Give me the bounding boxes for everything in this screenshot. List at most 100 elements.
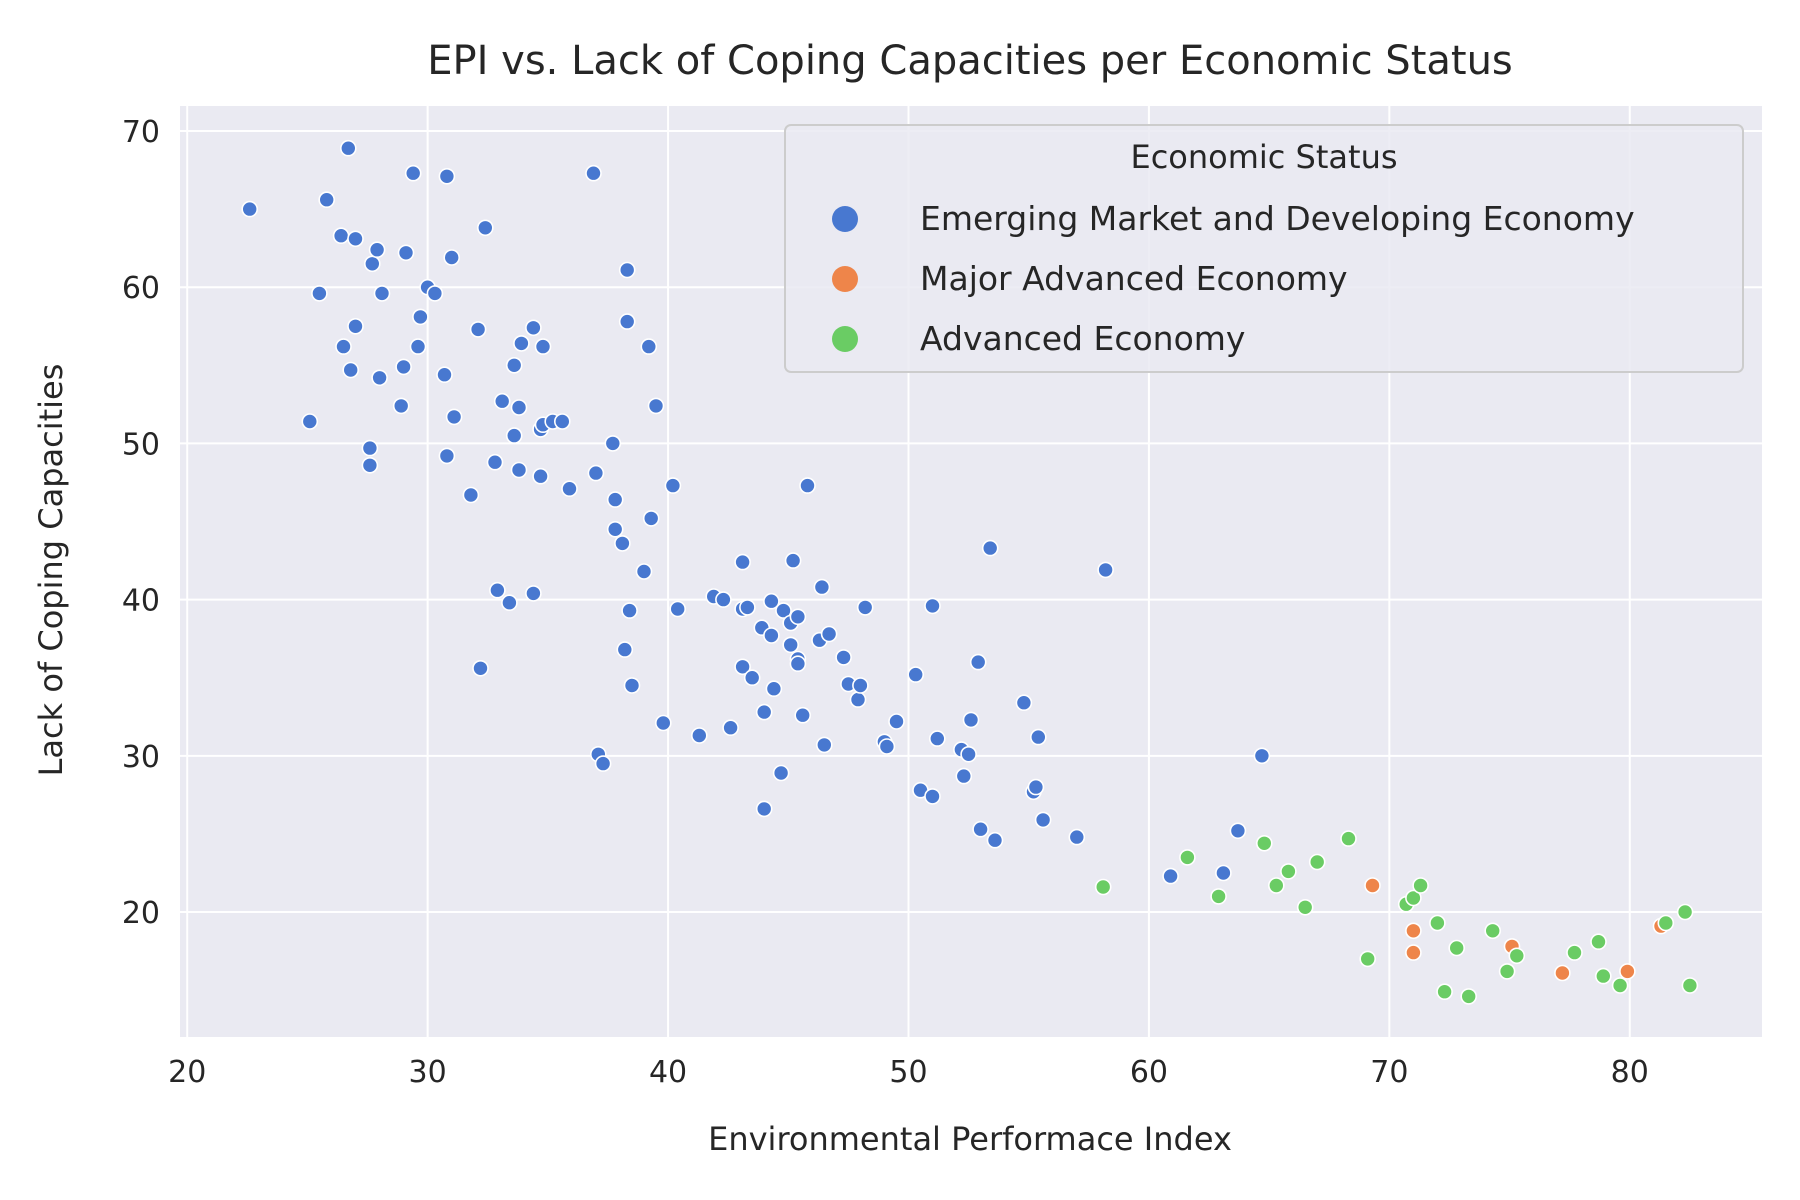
data-point-series-0 xyxy=(361,439,379,457)
data-point-series-0 xyxy=(789,655,807,673)
data-point-series-0 xyxy=(339,139,357,157)
data-point-series-0 xyxy=(604,435,622,452)
data-point-series-0 xyxy=(1030,728,1047,746)
data-point-series-2 xyxy=(1595,967,1612,985)
data-point-series-0 xyxy=(616,641,634,658)
y-tick-label: 40 xyxy=(122,584,160,619)
data-point-series-0 xyxy=(618,261,636,279)
data-point-series-0 xyxy=(404,164,422,182)
data-point-series-0 xyxy=(799,477,816,494)
data-point-series-0 xyxy=(594,755,612,772)
data-point-series-0 xyxy=(734,553,751,571)
data-point-series-0 xyxy=(1015,694,1033,712)
data-point-series-0 xyxy=(395,358,412,376)
data-point-series-2 xyxy=(1340,830,1357,847)
data-point-series-2 xyxy=(1448,939,1465,957)
data-point-series-0 xyxy=(486,453,504,471)
data-point-series-0 xyxy=(513,335,530,352)
data-point-series-0 xyxy=(606,491,624,508)
data-point-series-2 xyxy=(1611,977,1629,994)
data-point-series-2 xyxy=(1280,863,1297,880)
data-point-series-0 xyxy=(347,317,364,335)
data-point-series-0 xyxy=(775,602,792,619)
data-point-series-2 xyxy=(1308,853,1326,871)
data-point-series-0 xyxy=(412,308,429,326)
data-point-series-0 xyxy=(755,800,773,818)
data-point-series-2 xyxy=(1405,889,1422,907)
data-point-series-0 xyxy=(606,520,624,538)
data-point-series-2 xyxy=(1498,963,1516,980)
data-point-series-0 xyxy=(763,627,780,644)
data-points xyxy=(241,139,1699,1005)
data-point-series-2 xyxy=(1210,888,1227,905)
legend-marker-advanced xyxy=(832,326,858,352)
data-point-series-0 xyxy=(878,738,896,755)
data-point-series-0 xyxy=(469,321,487,338)
data-point-series-2 xyxy=(1429,914,1446,932)
data-point-series-0 xyxy=(907,666,925,683)
data-point-series-0 xyxy=(969,653,987,671)
data-point-series-0 xyxy=(301,413,319,430)
x-tick-label: 60 xyxy=(1130,1055,1168,1090)
data-point-series-0 xyxy=(755,703,773,721)
data-point-series-0 xyxy=(1068,828,1086,846)
data-point-series-0 xyxy=(501,594,518,612)
x-axis-label: Environmental Performace Index xyxy=(708,1120,1232,1158)
data-point-series-0 xyxy=(640,338,658,355)
x-tick-label: 70 xyxy=(1370,1055,1408,1090)
data-point-series-0 xyxy=(363,255,381,273)
data-point-series-0 xyxy=(981,539,999,557)
data-point-series-0 xyxy=(654,714,672,732)
data-point-series-0 xyxy=(888,713,905,730)
data-point-series-0 xyxy=(972,820,989,838)
data-point-series-0 xyxy=(361,456,379,474)
data-point-series-0 xyxy=(782,636,800,654)
data-point-series-2 xyxy=(1359,950,1376,968)
data-point-series-0 xyxy=(332,227,350,244)
data-point-series-0 xyxy=(1162,867,1179,885)
data-point-series-0 xyxy=(623,677,641,694)
data-point-series-1 xyxy=(1364,877,1381,894)
data-point-series-2 xyxy=(1436,983,1453,1001)
data-point-series-1 xyxy=(1554,964,1571,982)
data-point-series-0 xyxy=(1027,778,1045,796)
data-point-series-0 xyxy=(849,691,867,708)
y-tick-label: 30 xyxy=(122,740,160,775)
data-point-series-0 xyxy=(510,461,528,479)
data-point-series-0 xyxy=(618,313,636,330)
data-point-series-0 xyxy=(962,711,980,729)
data-point-series-0 xyxy=(669,600,687,618)
y-tick-label: 50 xyxy=(122,427,160,462)
data-point-series-1 xyxy=(1405,922,1422,940)
data-point-series-2 xyxy=(1657,914,1675,932)
data-point-series-0 xyxy=(743,669,761,687)
data-point-series-2 xyxy=(1676,903,1694,921)
data-point-series-0 xyxy=(664,477,682,494)
data-point-series-0 xyxy=(532,467,549,485)
data-point-series-0 xyxy=(647,397,665,415)
data-point-series-2 xyxy=(1094,878,1112,896)
x-tick-label: 80 xyxy=(1611,1055,1649,1090)
data-point-series-0 xyxy=(561,480,578,498)
x-tick-label: 30 xyxy=(409,1055,447,1090)
data-point-series-0 xyxy=(1215,864,1232,882)
data-point-series-0 xyxy=(924,597,941,615)
data-point-series-0 xyxy=(813,578,831,596)
data-point-series-2 xyxy=(1268,877,1285,894)
data-point-series-0 xyxy=(614,535,631,552)
data-point-series-2 xyxy=(1681,977,1699,994)
data-point-series-0 xyxy=(534,338,552,355)
data-point-series-0 xyxy=(784,552,802,569)
data-point-series-0 xyxy=(621,602,638,619)
legend-label-major-advanced: Major Advanced Economy xyxy=(920,259,1348,298)
legend-marker-major-advanced xyxy=(832,266,858,292)
data-point-series-0 xyxy=(342,361,360,379)
data-point-series-1 xyxy=(1405,944,1422,961)
data-point-series-0 xyxy=(690,727,708,744)
data-point-series-0 xyxy=(553,413,571,430)
data-point-series-2 xyxy=(1460,988,1477,1005)
data-point-series-0 xyxy=(835,649,852,666)
legend-label-advanced: Advanced Economy xyxy=(920,319,1245,358)
legend-box xyxy=(784,124,1744,373)
y-tick-label: 70 xyxy=(122,115,160,150)
